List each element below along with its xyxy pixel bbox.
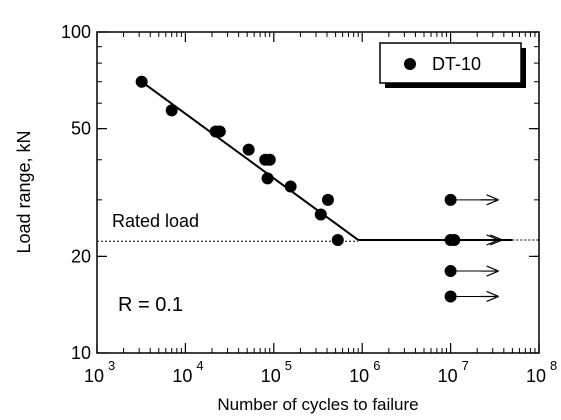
- data-points: [135, 75, 503, 303]
- data-point: [321, 193, 334, 206]
- ticks: 10 3 10 4 10 5 10 6 10 7 10 8 10 20 50 100: [61, 22, 557, 386]
- data-point: [263, 153, 276, 166]
- runout-arrow-head: [484, 234, 503, 246]
- legend-marker: [404, 58, 416, 70]
- runout-arrow-head: [480, 194, 499, 206]
- x-tick-label: 10: [438, 366, 458, 386]
- data-point: [242, 143, 255, 156]
- r-ratio-annotation: R = 0.1: [118, 294, 183, 316]
- x-tick-exponent: 4: [196, 358, 203, 373]
- y-tick-label: 50: [71, 119, 91, 139]
- x-tick-label: 10: [261, 366, 281, 386]
- data-point: [165, 104, 178, 117]
- x-tick-label: 10: [84, 366, 104, 386]
- runout-arrow-head: [480, 290, 499, 303]
- y-tick-label: 20: [71, 246, 91, 266]
- data-point: [135, 75, 148, 88]
- y-axis-label: Load range, kN: [14, 130, 34, 253]
- y-tick-label: 10: [71, 343, 91, 363]
- y-tick-label: 100: [61, 22, 91, 42]
- runout-point: [444, 193, 457, 206]
- runout-point: [444, 265, 457, 278]
- data-point: [213, 125, 226, 138]
- x-tick-label: 10: [526, 366, 546, 386]
- runout-point: [448, 233, 461, 246]
- rated-load-label: Rated load: [112, 211, 199, 231]
- x-axis-label: Number of cycles to failure: [217, 395, 418, 414]
- runout-point: [444, 290, 457, 303]
- legend-box: [379, 42, 522, 84]
- data-point: [331, 233, 344, 246]
- data-point: [314, 208, 327, 221]
- plot-frame: [96, 31, 540, 354]
- x-tick-exponent: 5: [285, 358, 292, 373]
- x-tick-exponent: 6: [373, 358, 380, 373]
- runout-arrow-head: [480, 265, 499, 277]
- x-tick-label: 10: [349, 366, 369, 386]
- data-point: [284, 180, 297, 193]
- x-tick-exponent: 8: [550, 358, 557, 373]
- legend-label: DT-10: [432, 54, 481, 74]
- data-point: [261, 172, 274, 185]
- x-tick-exponent: 3: [108, 358, 115, 373]
- x-tick-exponent: 7: [462, 358, 469, 373]
- x-tick-label: 10: [172, 366, 192, 386]
- legend: DT-10: [379, 42, 526, 88]
